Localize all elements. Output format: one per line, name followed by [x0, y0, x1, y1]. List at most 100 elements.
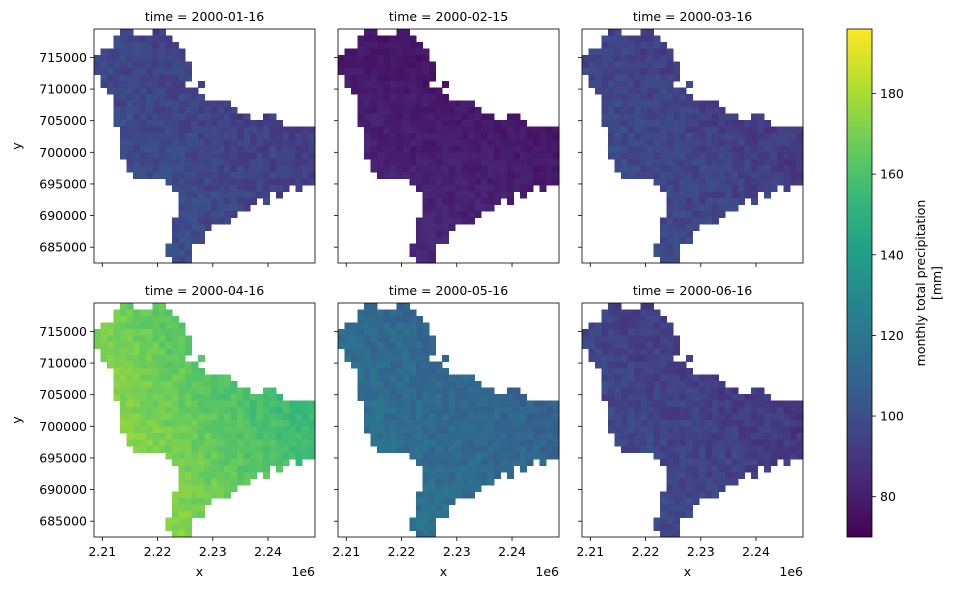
raster-cell [185, 342, 192, 349]
raster-cell [494, 459, 501, 466]
raster-cell [442, 485, 449, 492]
raster-cell [370, 407, 378, 414]
raster-cell [692, 381, 700, 388]
raster-cell [172, 446, 179, 453]
raster-cell [165, 152, 173, 160]
raster-cell [455, 452, 462, 460]
x-offset-label: 1e6 [535, 564, 559, 579]
raster-cell [468, 211, 475, 218]
raster-cell [552, 426, 560, 434]
raster-cell [113, 355, 121, 362]
raster-cell [133, 368, 140, 375]
raster-cell [686, 498, 693, 505]
raster-cell [185, 446, 192, 453]
raster-cell [435, 198, 443, 205]
raster-cell [526, 139, 534, 147]
raster-cell [647, 159, 654, 166]
raster-cell [520, 465, 527, 473]
raster-cell [250, 407, 257, 414]
raster-cell [660, 74, 667, 82]
raster-cell [526, 146, 534, 153]
raster-cell [120, 342, 127, 349]
raster-cell [282, 178, 290, 186]
raster-cell [634, 74, 641, 82]
raster-cell [185, 94, 192, 101]
raster-cell [546, 159, 553, 166]
raster-cell [357, 35, 365, 43]
raster-cell [699, 387, 706, 395]
raster-cell [120, 113, 127, 121]
raster-cell [185, 224, 192, 231]
raster-cell [679, 498, 687, 505]
raster-cell [409, 413, 417, 421]
raster-cell [790, 146, 797, 153]
raster-cell [660, 524, 667, 531]
raster-cell [686, 426, 693, 434]
raster-cell [230, 204, 238, 212]
raster-cell [627, 120, 635, 127]
raster-cell [640, 165, 648, 173]
raster-cell [751, 439, 758, 447]
raster-cell [435, 120, 443, 127]
raster-cell [634, 309, 641, 317]
raster-cell [416, 400, 423, 408]
raster-cell [783, 439, 791, 447]
raster-cell [660, 224, 667, 231]
raster-cell [396, 87, 404, 95]
raster-cell [744, 133, 752, 140]
raster-cell [647, 413, 654, 421]
raster-cell [396, 159, 404, 166]
raster-cell [146, 420, 153, 427]
raster-cell [673, 87, 680, 95]
raster-cell [487, 159, 495, 166]
raster-cell [344, 55, 352, 62]
raster-cell [790, 139, 797, 147]
raster-cell [666, 100, 674, 108]
raster-cell [507, 433, 514, 440]
raster-cell [429, 426, 436, 434]
raster-cell [217, 394, 225, 401]
raster-cell [474, 433, 482, 440]
raster-cell [396, 348, 404, 356]
raster-cell [757, 185, 765, 192]
raster-cell [601, 316, 609, 323]
raster-cell [608, 126, 615, 134]
raster-cell [539, 152, 547, 160]
raster-cell [237, 420, 244, 427]
raster-cell [621, 133, 628, 140]
raster-cell [666, 322, 674, 330]
raster-cell [416, 511, 423, 518]
raster-cell [699, 133, 706, 140]
raster-cell [344, 335, 352, 343]
raster-cell [357, 120, 365, 127]
raster-cell [364, 126, 371, 134]
raster-cell [191, 133, 199, 140]
raster-cell [757, 152, 765, 160]
panel-4: time = 2000-04-1671500071000070500070000… [9, 283, 316, 579]
raster-cell [751, 198, 758, 205]
raster-cell [429, 250, 436, 257]
raster-cell [308, 146, 316, 153]
raster-cell [126, 48, 134, 56]
raster-cell [666, 133, 674, 140]
raster-cell [243, 452, 251, 460]
raster-cell [601, 113, 609, 121]
raster-cell [601, 68, 609, 75]
raster-cell [139, 387, 147, 395]
raster-cell [738, 159, 745, 166]
raster-cell [250, 146, 257, 153]
raster-cell [357, 81, 365, 88]
raster-cell [396, 29, 404, 36]
raster-cell [448, 126, 456, 134]
raster-cell [178, 465, 186, 473]
raster-cell [282, 139, 290, 147]
raster-cell [461, 178, 469, 186]
raster-cell [705, 172, 713, 179]
raster-cell [520, 120, 527, 127]
raster-cell [468, 446, 475, 453]
panel-6: time = 2000-06-162.21 2.22 2.23 2.24x 1e6 [576, 283, 804, 579]
raster-cell [159, 159, 166, 166]
raster-cell [152, 172, 160, 179]
raster-cell [211, 217, 218, 225]
raster-cell [679, 224, 687, 231]
